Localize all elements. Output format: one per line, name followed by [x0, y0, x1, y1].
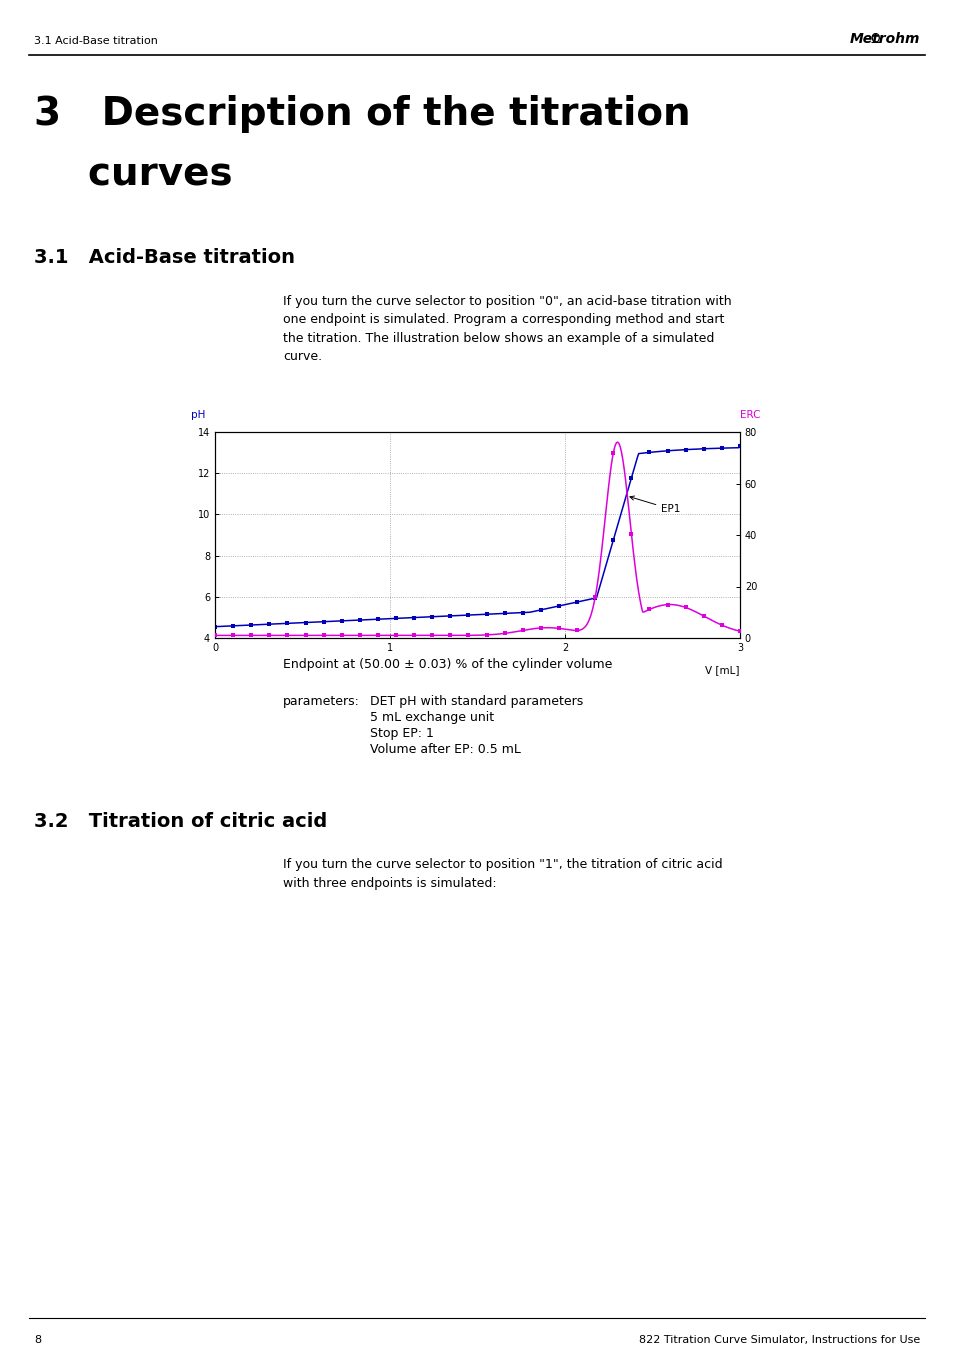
Text: Ω: Ω [871, 32, 884, 46]
Text: ERC: ERC [740, 409, 760, 420]
Text: If you turn the curve selector to position "0", an acid-base titration with
one : If you turn the curve selector to positi… [283, 295, 731, 363]
Text: Endpoint at (50.00 ± 0.03) % of the cylinder volume: Endpoint at (50.00 ± 0.03) % of the cyli… [283, 658, 612, 671]
Text: parameters:: parameters: [283, 694, 359, 708]
Text: If you turn the curve selector to position "1", the titration of citric acid
wit: If you turn the curve selector to positi… [283, 858, 721, 889]
Text: 3.1   Acid-Base titration: 3.1 Acid-Base titration [34, 249, 294, 267]
Text: curves: curves [34, 155, 233, 193]
Text: 3.2   Titration of citric acid: 3.2 Titration of citric acid [34, 812, 327, 831]
Text: 3.1 Acid-Base titration: 3.1 Acid-Base titration [34, 36, 157, 46]
Text: DET pH with standard parameters: DET pH with standard parameters [370, 694, 582, 708]
Text: Stop EP: 1: Stop EP: 1 [370, 727, 434, 740]
Text: Volume after EP: 0.5 mL: Volume after EP: 0.5 mL [370, 743, 520, 757]
Text: Metrohm: Metrohm [848, 32, 919, 46]
Text: V [mL]: V [mL] [705, 665, 740, 674]
Text: EP1: EP1 [629, 496, 679, 515]
Text: 8: 8 [34, 1335, 41, 1346]
Text: pH: pH [192, 409, 206, 420]
Text: 822 Titration Curve Simulator, Instructions for Use: 822 Titration Curve Simulator, Instructi… [639, 1335, 919, 1346]
Text: 5 mL exchange unit: 5 mL exchange unit [370, 711, 494, 724]
Text: 3   Description of the titration: 3 Description of the titration [34, 95, 690, 132]
